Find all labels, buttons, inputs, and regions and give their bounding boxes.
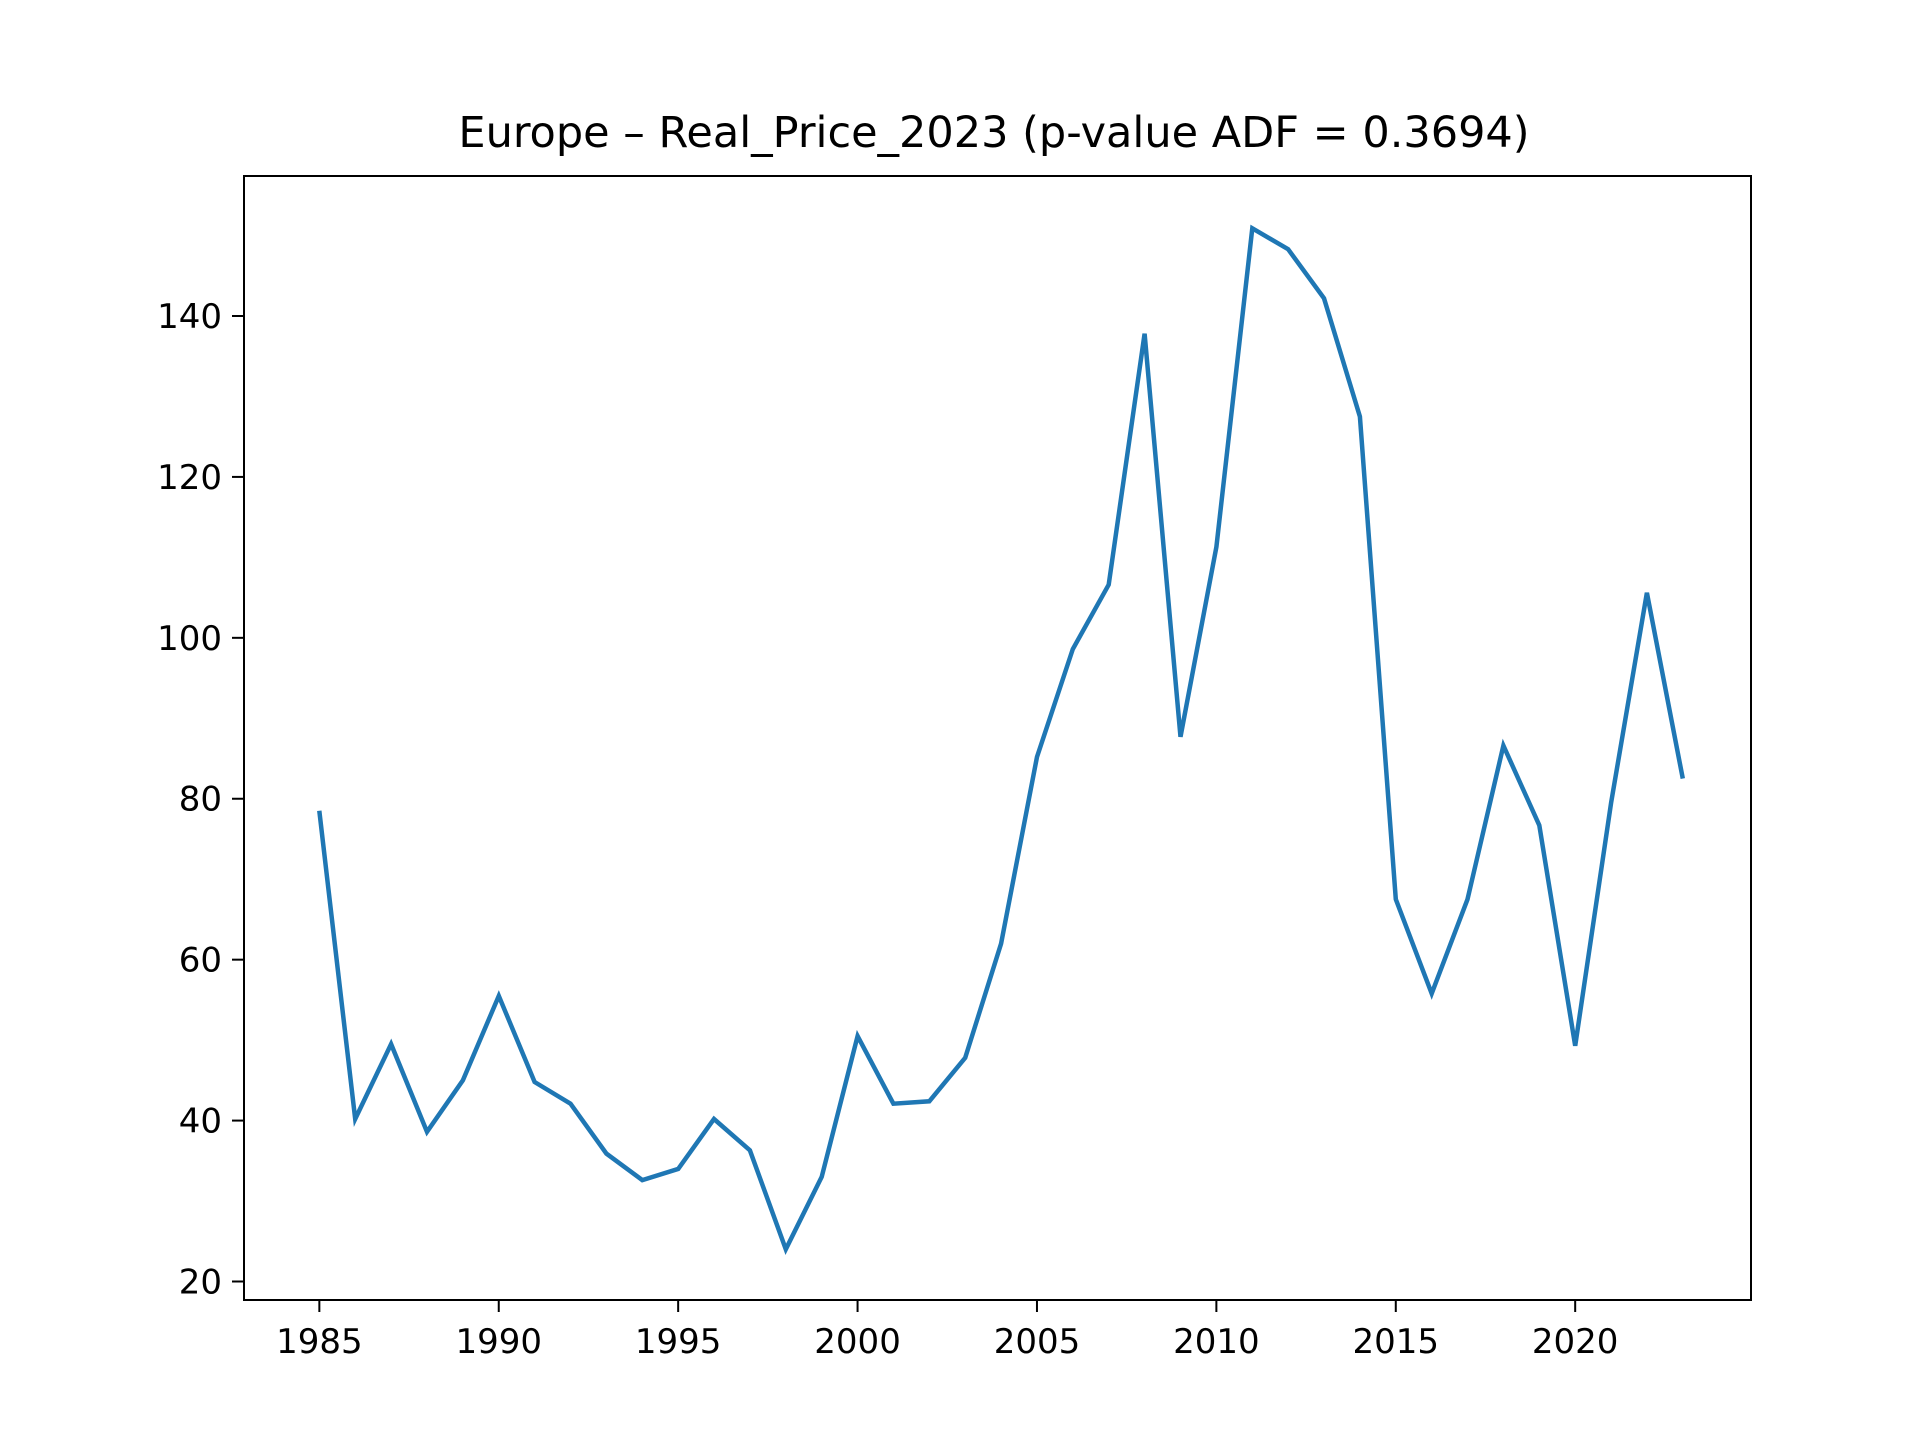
y-tick-label: 60 [179,941,222,981]
x-tick-label: 2015 [1353,1322,1440,1362]
y-tick-label: 80 [179,780,222,820]
x-tick-label: 2010 [1173,1322,1260,1362]
series-layer [317,224,1686,1256]
x-tick-label: 1985 [276,1322,363,1362]
y-tick-label: 40 [179,1102,222,1142]
y-tick-label: 120 [157,458,222,498]
y-tick-label: 20 [179,1262,222,1302]
y-axis: 20 40 60 80 100 120 140 [157,297,244,1302]
x-tick-label: 2005 [994,1322,1081,1362]
chart-title: Europe – Real_Price_2023 (p-value ADF = … [458,108,1529,158]
plot-frame [243,175,1752,1301]
y-tick-label: 100 [157,619,222,659]
x-tick-label: 1990 [455,1322,542,1362]
x-tick-label: 2000 [814,1322,901,1362]
series-line [317,224,1686,1256]
x-tick-label: 1995 [635,1322,722,1362]
x-tick-label: 2020 [1532,1322,1619,1362]
y-tick-label: 140 [157,297,222,337]
x-axis: 1985 1990 1995 2000 2005 2010 2015 2020 [276,1300,1618,1362]
